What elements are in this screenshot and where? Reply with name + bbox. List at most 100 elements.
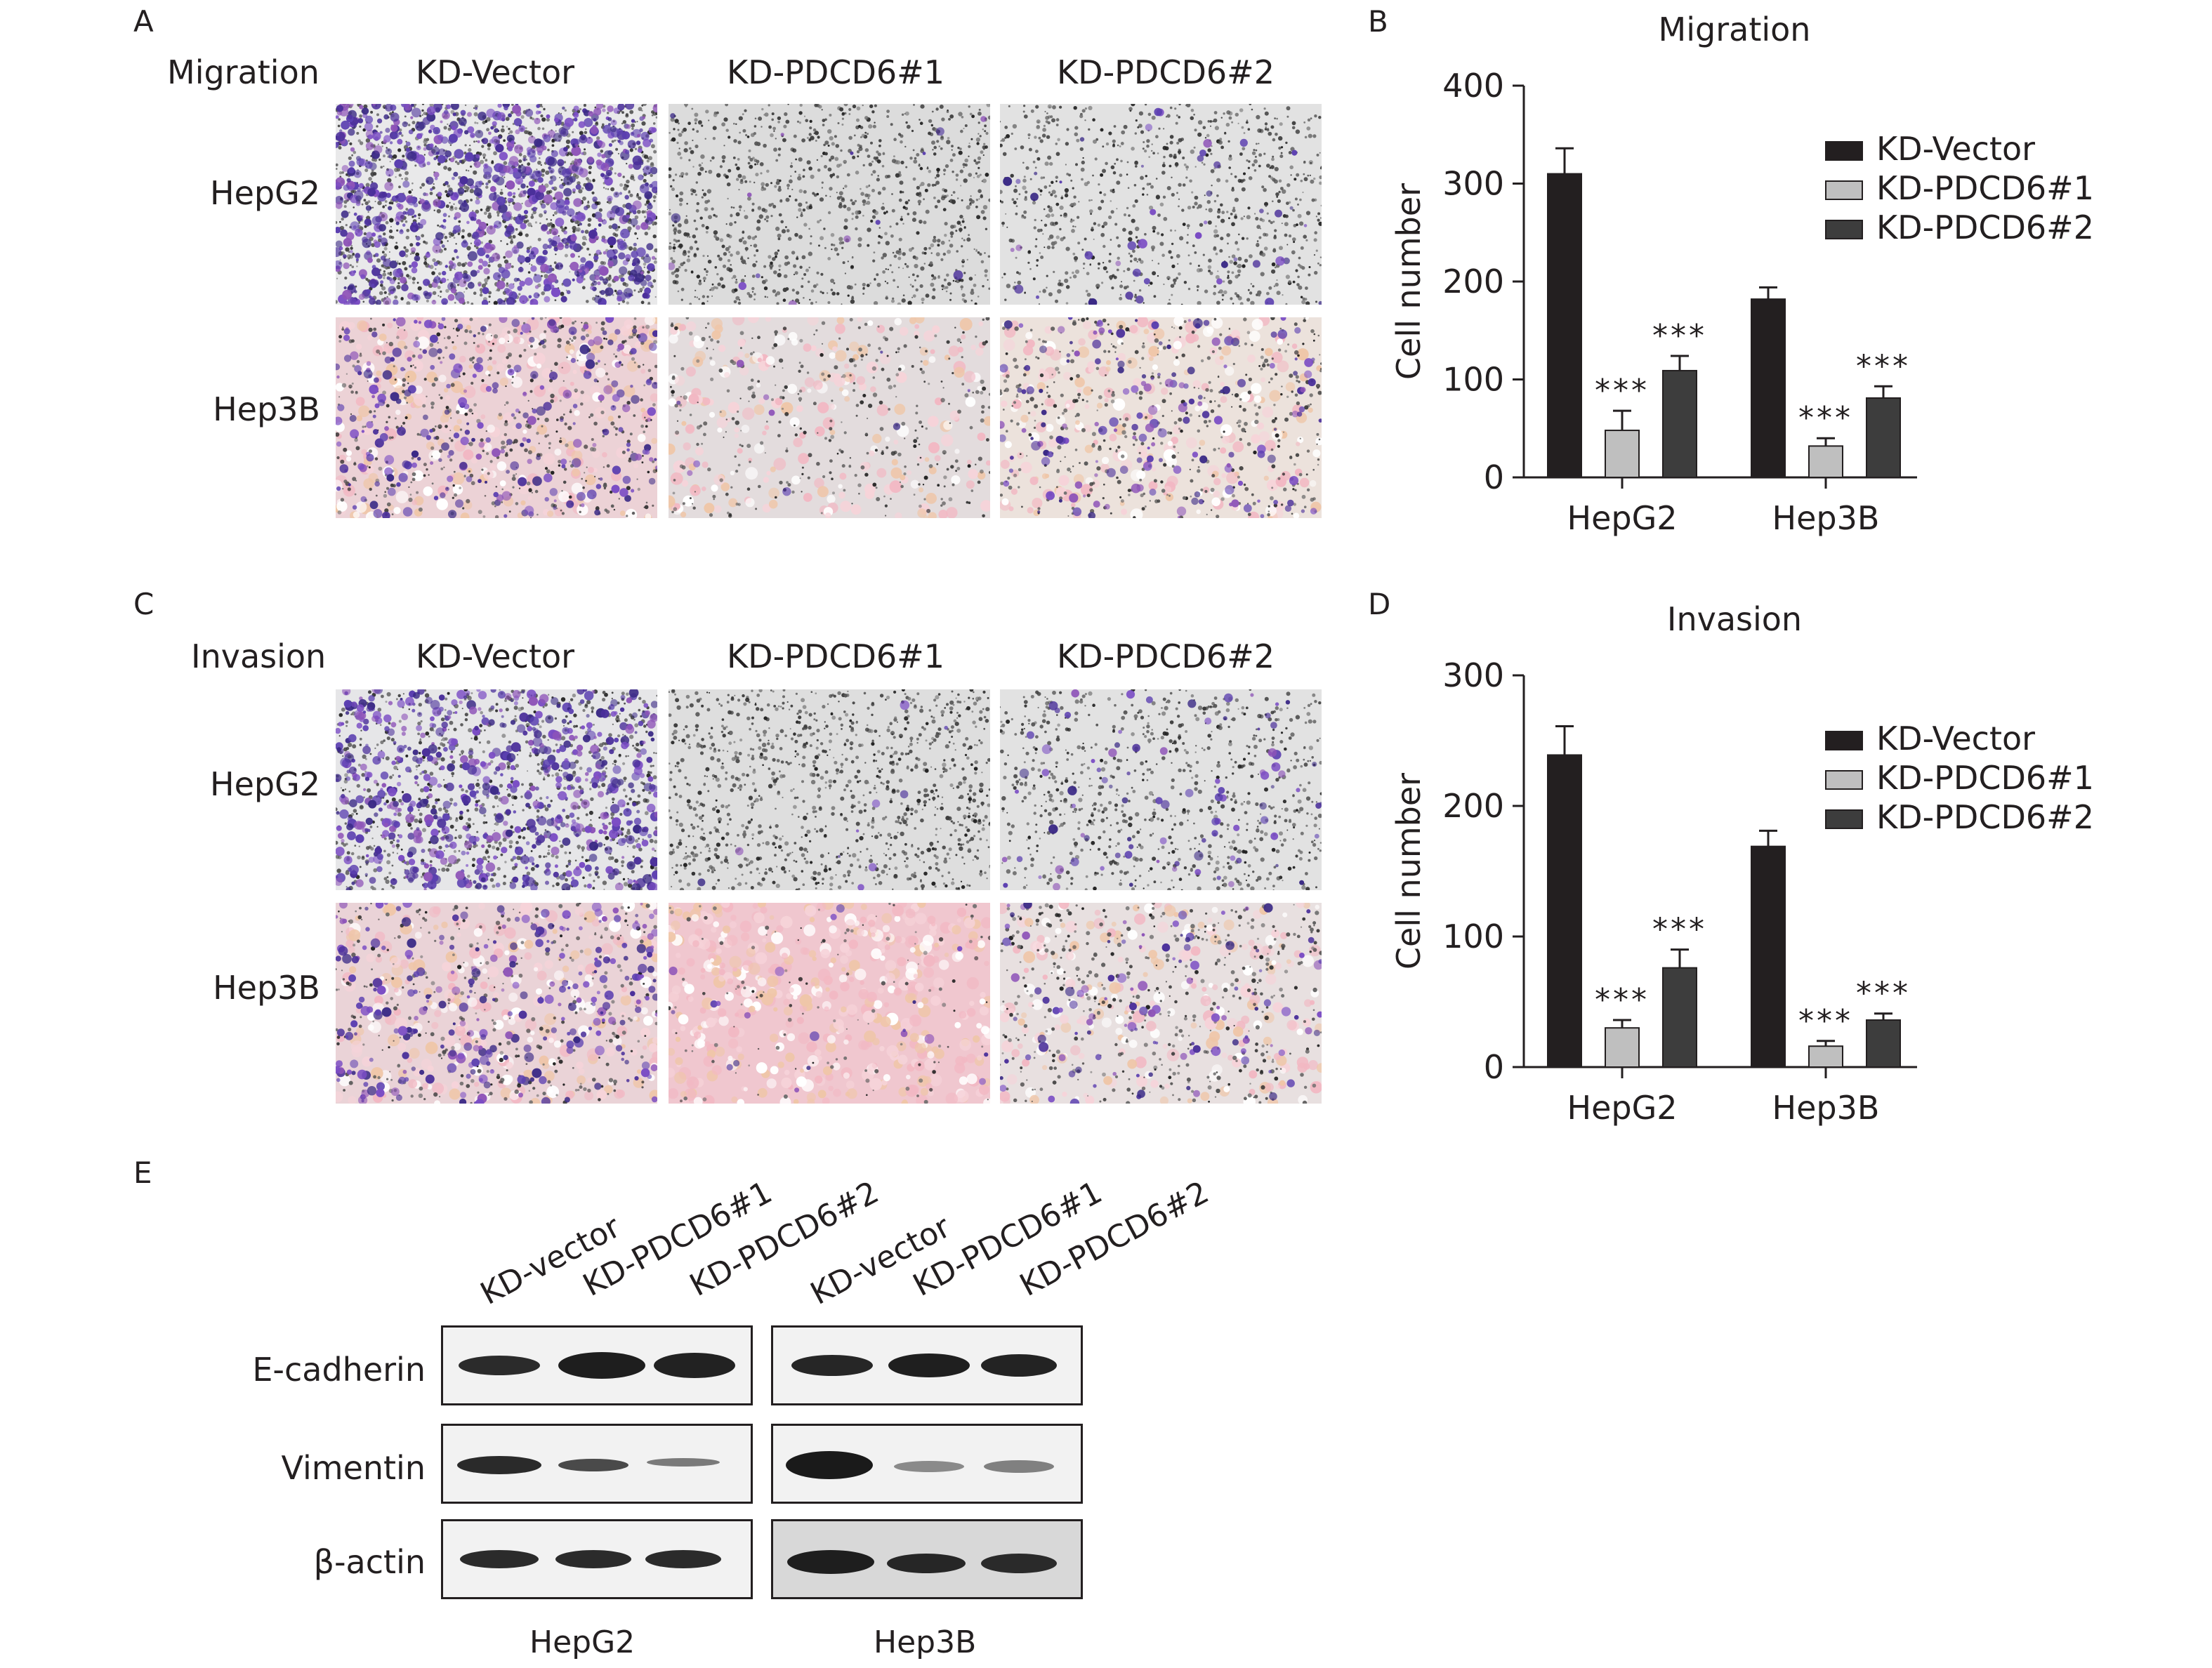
col-header-kd-pdcd6-1-a: KD-PDCD6#1 xyxy=(727,53,944,91)
blot-hepg2-e-cadherin xyxy=(441,1325,753,1405)
legend-swatch xyxy=(1825,731,1863,750)
micrograph-invasion-hep3b-kd-vector xyxy=(336,903,657,1104)
y-tick-label: 200 xyxy=(1442,263,1504,300)
band xyxy=(459,1356,540,1375)
micrograph-migration-hep3b-kd-vector xyxy=(336,317,657,518)
legend-entry: KD-PDCD6#2 xyxy=(1876,798,2094,836)
y-axis-label: Cell number xyxy=(1390,773,1428,969)
micrograph-invasion-hepg2-kd-vector xyxy=(336,689,657,890)
panel-letter-b: B xyxy=(1368,4,1388,39)
x-tick-label-hep3b: Hep3B xyxy=(1772,1089,1880,1127)
row-label-hepg2-a: HepG2 xyxy=(209,174,320,212)
micrograph-migration-hepg2-kd-pdcd6-1 xyxy=(669,104,990,305)
y-tick-label: 100 xyxy=(1442,361,1504,399)
significance-label: *** xyxy=(1595,373,1650,409)
micrograph-invasion-hepg2-kd-pdcd6-2 xyxy=(1000,689,1322,890)
micrograph-migration-hep3b-kd-pdcd6-1 xyxy=(669,317,990,518)
band xyxy=(645,1550,721,1568)
significance-label: *** xyxy=(1856,976,1911,1012)
panel-letter-c: C xyxy=(133,587,154,621)
significance-label: *** xyxy=(1652,912,1707,948)
bar-kd-pdcd6-1-hepg2 xyxy=(1605,1027,1640,1068)
assay-label-invasion: Invasion xyxy=(191,637,327,675)
legend-entry: KD-PDCD6#1 xyxy=(1876,759,2094,797)
bar-kd-vector-hep3b xyxy=(1751,845,1786,1068)
blot-hepg2-vimentin xyxy=(441,1424,753,1504)
significance-label: *** xyxy=(1595,982,1650,1018)
band xyxy=(791,1355,873,1376)
band xyxy=(887,1554,966,1573)
significance-label: *** xyxy=(1798,400,1853,436)
legend-entry: KD-PDCD6#2 xyxy=(1876,208,2094,246)
y-tick-label: 400 xyxy=(1442,67,1504,105)
legend-swatch xyxy=(1825,809,1863,829)
blot-label-vimentin: Vimentin xyxy=(281,1449,426,1487)
x-tick-label-hep3b: Hep3B xyxy=(1772,499,1880,537)
blot-hep3b-beta-actin xyxy=(771,1519,1083,1599)
y-tick-label: 200 xyxy=(1442,787,1504,825)
bar-kd-pdcd6-2-hep3b xyxy=(1866,397,1901,479)
micrograph-migration-hepg2-kd-pdcd6-2 xyxy=(1000,104,1322,305)
col-header-kd-vector-c: KD-Vector xyxy=(416,637,575,675)
chart-title: Migration xyxy=(1659,11,1811,48)
band xyxy=(558,1352,645,1379)
bar-kd-pdcd6-1-hep3b xyxy=(1808,445,1843,478)
legend-swatch xyxy=(1825,220,1863,239)
band xyxy=(555,1550,631,1568)
significance-label: *** xyxy=(1798,1003,1853,1039)
band xyxy=(981,1554,1057,1573)
cell-line-label-hep3b: Hep3B xyxy=(874,1624,977,1660)
band xyxy=(888,1353,970,1377)
micrograph-invasion-hepg2-kd-pdcd6-1 xyxy=(669,689,990,890)
legend-swatch xyxy=(1825,770,1863,790)
band xyxy=(457,1456,541,1474)
row-label-hep3b-c: Hep3B xyxy=(213,969,320,1007)
panel-letter-d: D xyxy=(1368,587,1391,621)
row-label-hep3b-a: Hep3B xyxy=(213,390,320,428)
legend-swatch xyxy=(1825,141,1863,161)
band xyxy=(894,1461,964,1472)
y-tick-label: 100 xyxy=(1442,918,1504,955)
bar-kd-pdcd6-1-hepg2 xyxy=(1605,430,1640,478)
significance-label: *** xyxy=(1856,348,1911,384)
band xyxy=(787,1550,874,1574)
y-tick-label: 300 xyxy=(1442,656,1504,694)
y-axis-label: Cell number xyxy=(1390,183,1428,380)
blot-hep3b-vimentin xyxy=(771,1424,1083,1504)
band xyxy=(647,1458,720,1467)
legend-swatch xyxy=(1825,180,1863,200)
col-header-kd-vector-a: KD-Vector xyxy=(416,53,575,91)
legend-entry: KD-PDCD6#1 xyxy=(1876,169,2094,207)
blot-label-beta-actin: β-actin xyxy=(313,1543,426,1581)
cell-line-label-hepg2: HepG2 xyxy=(529,1624,636,1660)
band xyxy=(981,1354,1057,1377)
micrograph-migration-hep3b-kd-pdcd6-2 xyxy=(1000,317,1322,518)
chart-invasion: Invasion Cell number 0 100 200 300 HepG2 *** ***… xyxy=(1376,590,2121,1144)
assay-label-migration: Migration xyxy=(167,53,320,91)
chart-migration-svg: Migration Cell number 0 100 200 300 400 HepG2 **… xyxy=(1390,11,2094,537)
blot-hep3b-e-cadherin xyxy=(771,1325,1083,1405)
significance-label: *** xyxy=(1652,318,1707,354)
band xyxy=(786,1451,873,1479)
blot-hepg2-beta-actin xyxy=(441,1519,753,1599)
y-tick-label: 300 xyxy=(1442,165,1504,203)
bar-kd-pdcd6-1-hep3b xyxy=(1808,1045,1843,1068)
chart-title: Invasion xyxy=(1667,600,1802,638)
chart-migration: Migration Cell number 0 100 200 300 400 HepG2 **… xyxy=(1376,0,2121,555)
bar-kd-vector-hep3b xyxy=(1751,298,1786,478)
bar-kd-pdcd6-2-hep3b xyxy=(1866,1019,1901,1068)
band xyxy=(460,1550,539,1568)
micrograph-invasion-hep3b-kd-pdcd6-1 xyxy=(669,903,990,1104)
bar-kd-vector-hepg2 xyxy=(1547,754,1582,1068)
micrograph-invasion-hep3b-kd-pdcd6-2 xyxy=(1000,903,1322,1104)
y-tick-label: 0 xyxy=(1484,1048,1504,1086)
bar-kd-pdcd6-2-hepg2 xyxy=(1662,967,1697,1068)
band xyxy=(654,1353,735,1378)
micrograph-migration-hepg2-kd-vector xyxy=(336,104,657,305)
x-tick-label-hepg2: HepG2 xyxy=(1567,1089,1677,1127)
blot-label-e-cadherin: E-cadherin xyxy=(252,1351,426,1389)
panel-letter-e: E xyxy=(133,1156,152,1190)
legend-entry: KD-Vector xyxy=(1876,130,2035,168)
band xyxy=(984,1460,1054,1473)
